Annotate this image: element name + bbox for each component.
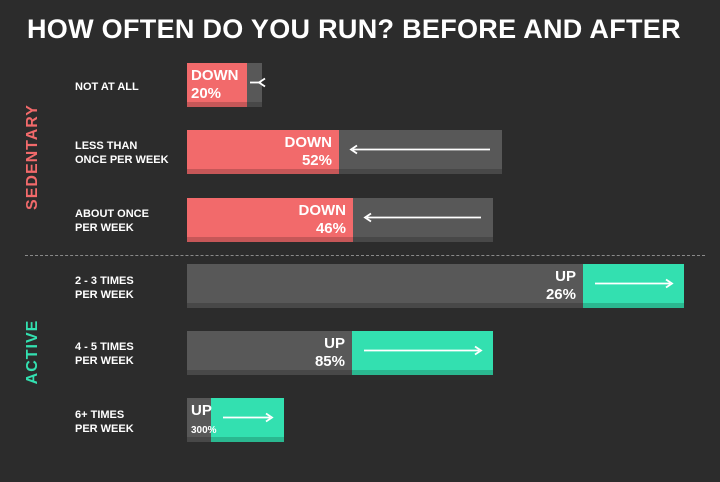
category-label-6-plus-times: 6+ TIMES PER WEEK bbox=[75, 409, 134, 435]
arrow-head-1 bbox=[349, 144, 358, 155]
chart-title: HOW OFTEN DO YOU RUN? BEFORE AND AFTER bbox=[27, 14, 681, 44]
arrow-head-5 bbox=[265, 412, 274, 423]
data-label-direction-2: DOWN bbox=[299, 202, 347, 219]
after-bar-2 bbox=[187, 198, 353, 242]
before-bar-5-shadow bbox=[187, 437, 211, 442]
after-bar-0-shadow bbox=[187, 102, 247, 107]
up-bar-5 bbox=[211, 398, 284, 442]
category-label-4-5-times: 4 - 5 TIMES PER WEEK bbox=[75, 341, 134, 367]
arrow-head-2 bbox=[363, 212, 372, 223]
up-bar-4 bbox=[352, 331, 493, 375]
data-label-change-2: 46% bbox=[316, 220, 346, 237]
after-bar-1 bbox=[187, 130, 339, 174]
category-label-not-at-all: NOT AT ALL bbox=[75, 81, 139, 93]
up-bar-5-shadow bbox=[211, 437, 284, 442]
category-label-less-than-once: LESS THAN ONCE PER WEEK bbox=[75, 140, 169, 166]
before-bar-4 bbox=[187, 331, 352, 375]
after-bar-0 bbox=[187, 63, 247, 107]
group-divider bbox=[25, 255, 705, 256]
arrow-head-3 bbox=[665, 278, 674, 289]
data-label-direction-0: DOWN bbox=[191, 67, 239, 84]
data-label-direction-4: UP bbox=[324, 335, 345, 352]
before-bar-4-shadow bbox=[187, 370, 352, 375]
data-label-direction-5: UP bbox=[191, 402, 212, 419]
before-bar-3 bbox=[187, 264, 583, 308]
category-label-about-once: ABOUT ONCE PER WEEK bbox=[75, 208, 149, 234]
after-bar-1-shadow bbox=[187, 169, 339, 174]
arrow-head-0 bbox=[257, 77, 266, 88]
category-label-2-3-times: 2 - 3 TIMES PER WEEK bbox=[75, 275, 134, 301]
data-label-change-4: 85% bbox=[315, 353, 345, 370]
up-bar-3-shadow bbox=[583, 303, 684, 308]
data-label-direction-1: DOWN bbox=[285, 134, 333, 151]
before-bar-3-shadow bbox=[187, 303, 583, 308]
data-label-change-1: 52% bbox=[302, 152, 332, 169]
up-bar-4-shadow bbox=[352, 370, 493, 375]
data-label-change-0: 20% bbox=[191, 85, 221, 102]
arrow-head-4 bbox=[474, 345, 483, 356]
data-label-direction-3: UP bbox=[555, 268, 576, 285]
data-label-change-3: 26% bbox=[546, 286, 576, 303]
before-bar-5 bbox=[187, 398, 211, 442]
after-bar-2-shadow bbox=[187, 237, 353, 242]
before-bar-1-shadow bbox=[187, 169, 502, 174]
data-label-change-5: 300% bbox=[191, 425, 217, 436]
